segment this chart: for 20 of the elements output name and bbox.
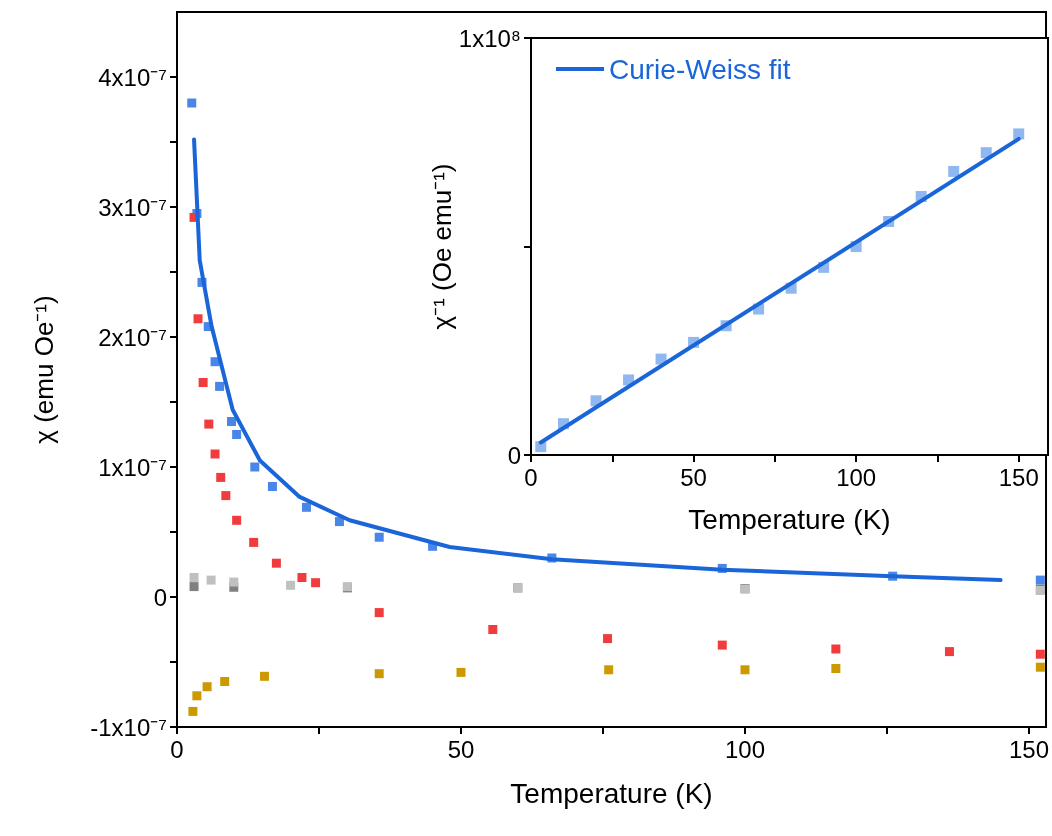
y-tick-label: 2x10⁻⁷ [98,323,167,351]
legend-label: Curie-Weiss fit [609,53,791,85]
x-tick-label: 0 [170,735,184,763]
y-tick-label: 1x10⁸ [458,24,521,52]
x-tick-label: 150 [998,463,1039,491]
y-tick-label: 1x10⁻⁷ [98,453,167,481]
x-tick-label: 100 [836,463,877,491]
y-tick-label: -1x10⁻⁷ [90,713,167,741]
x-tick-label: 100 [724,735,766,763]
x-tick-label: 50 [680,463,707,491]
x-tick-label: 50 [447,735,475,763]
y-tick-label: 3x10⁻⁷ [98,193,167,221]
x-tick-label: 150 [1008,735,1049,763]
y-tick-label: 0 [153,583,167,611]
y-axis-title: χ (emu Oe⁻¹) [29,295,59,444]
x-tick-label: 0 [524,463,538,491]
y-tick-label: 4x10⁻⁷ [98,63,167,91]
x-axis-title: Temperature (K) [688,503,891,535]
x-axis-title: Temperature (K) [510,777,713,809]
y-axis-title: χ⁻¹ (Oe emu⁻¹) [426,163,457,330]
